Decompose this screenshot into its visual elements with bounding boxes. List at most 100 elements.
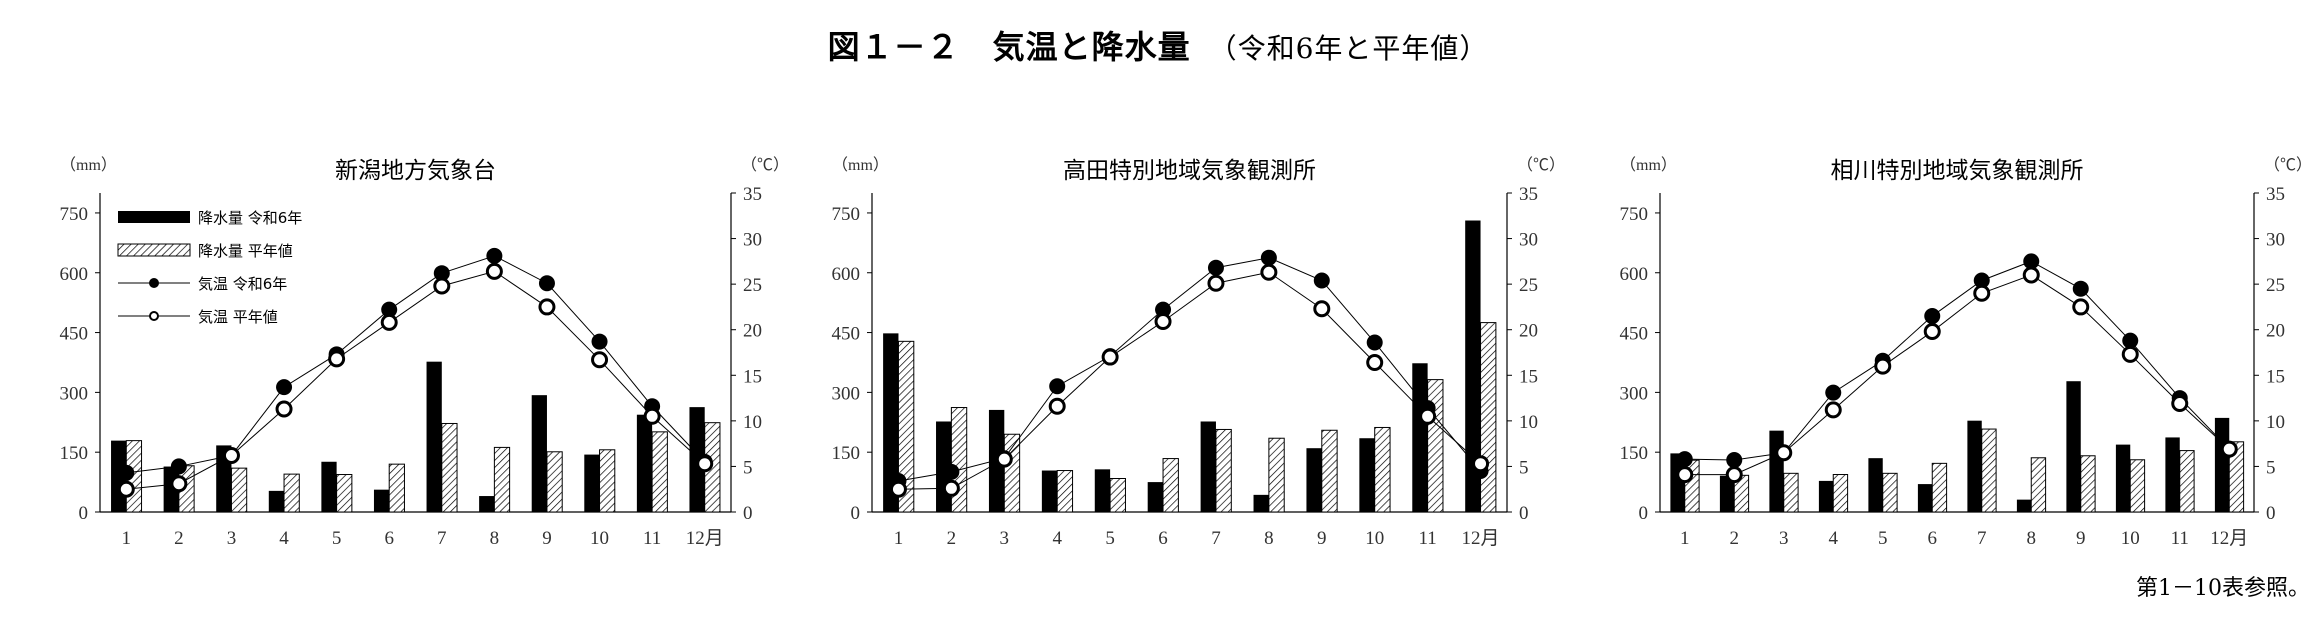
bar-precip-2024	[636, 414, 653, 512]
x-tick-label: 6	[1928, 528, 1938, 549]
bar-precip-normal	[1268, 437, 1285, 513]
x-tick-label: 3	[227, 528, 237, 549]
left-tick-label: 150	[1620, 443, 1649, 464]
right-tick-label: 30	[1519, 230, 1538, 251]
bar-precip-normal	[1832, 474, 1849, 513]
bar-precip-normal	[2080, 455, 2096, 513]
point-temp-2024	[486, 247, 503, 264]
left-axis-unit: （mm）	[832, 156, 889, 174]
bar-precip-normal	[1931, 462, 1948, 513]
x-tick-label: 6	[384, 528, 394, 549]
bar-precip-normal	[651, 431, 668, 513]
point-temp-normal	[696, 455, 714, 473]
bar-precip-normal	[2129, 459, 2146, 513]
right-tick-label: 15	[1519, 366, 1538, 387]
legend-marker-temp-normal	[149, 311, 159, 321]
bar-precip-2024	[531, 395, 547, 512]
bar-precip-normal	[546, 451, 563, 513]
line-temp-normal	[126, 270, 706, 490]
figure-title-main: 図１－２ 気温と降水量	[827, 28, 1191, 66]
x-tick-label: 12月	[1462, 528, 1500, 549]
point-temp-2024	[1155, 301, 1172, 318]
point-temp-normal	[1725, 466, 1743, 484]
bar-precip-normal	[1981, 428, 1997, 513]
bar-precip-normal	[1056, 470, 1074, 513]
point-temp-2024	[1973, 272, 1990, 289]
bar-precip-normal	[441, 422, 458, 513]
point-temp-normal	[1313, 300, 1331, 318]
bar-precip-2024	[1818, 480, 1834, 512]
bar-precip-2024	[373, 489, 390, 512]
right-tick-label: 35	[743, 184, 762, 205]
left-tick-label: 600	[832, 264, 861, 285]
point-temp-2024	[1676, 451, 1693, 468]
bar-precip-normal	[230, 467, 248, 513]
point-temp-2024	[591, 333, 608, 350]
point-temp-2024	[2122, 332, 2139, 349]
right-tick-label: 10	[743, 412, 762, 433]
point-temp-normal	[275, 400, 293, 418]
point-temp-normal	[591, 351, 609, 369]
point-temp-normal	[328, 350, 346, 368]
bar-precip-normal	[1215, 428, 1232, 513]
x-tick-label: 7	[1211, 528, 1221, 549]
x-tick-label: 3	[1779, 528, 1789, 549]
figure-title: 図１－２ 気温と降水量 （令和6年と平年値）	[0, 22, 2316, 68]
x-tick-label: 4	[1052, 528, 1062, 549]
point-temp-normal	[889, 480, 907, 498]
bar-precip-normal	[1162, 458, 1179, 513]
left-tick-label: 150	[832, 443, 861, 464]
bar-precip-2024	[1306, 448, 1322, 512]
point-temp-normal	[1472, 455, 1490, 473]
point-temp-2024	[2023, 253, 2040, 270]
left-tick-label: 0	[1639, 503, 1649, 524]
bar-precip-2024	[1917, 484, 1933, 512]
bar-precip-normal	[1109, 478, 1126, 513]
left-tick-label: 300	[832, 383, 861, 404]
chart-title: 高田特別地域気象観測所	[1063, 158, 1316, 184]
footer-note: 第1－10表参照。	[2136, 576, 2310, 601]
right-tick-label: 10	[2266, 412, 2285, 433]
point-temp-normal	[1824, 401, 1842, 419]
point-temp-2024	[433, 265, 450, 282]
x-tick-label: 2	[174, 528, 184, 549]
left-axis-unit: （mm）	[60, 156, 117, 174]
line-temp-2024	[898, 257, 1481, 482]
point-temp-normal	[1775, 444, 1793, 462]
right-tick-label: 0	[743, 503, 753, 524]
x-tick-label: 9	[1317, 528, 1327, 549]
x-tick-label: 7	[437, 528, 447, 549]
legend-marker-temp-2024	[149, 278, 159, 288]
point-temp-normal	[1366, 354, 1384, 372]
right-axis-unit: （℃）	[1517, 156, 1565, 174]
left-tick-label: 450	[832, 324, 861, 345]
point-temp-2024	[170, 458, 187, 475]
bar-precip-2024	[1094, 469, 1111, 512]
bar-precip-normal	[1783, 472, 1799, 513]
legend-label: 気温 平年値	[198, 308, 278, 326]
point-temp-2024	[1313, 272, 1330, 289]
right-tick-label: 30	[2266, 230, 2285, 251]
bar-precip-normal	[2228, 441, 2245, 513]
x-tick-label: 10	[590, 528, 609, 549]
right-tick-label: 35	[2266, 184, 2285, 205]
bar-precip-2024	[1465, 220, 1481, 513]
bar-precip-normal	[2030, 457, 2047, 513]
point-temp-normal	[1419, 407, 1437, 425]
point-temp-normal	[2072, 298, 2090, 316]
bar-precip-2024	[321, 461, 337, 512]
x-tick-label: 11	[643, 528, 661, 549]
legend-label: 降水量 令和6年	[198, 209, 302, 227]
x-tick-label: 3	[1000, 528, 1010, 549]
left-tick-label: 750	[60, 204, 89, 225]
x-tick-label: 11	[2171, 528, 2189, 549]
point-temp-normal	[538, 298, 556, 316]
bar-precip-2024	[1412, 363, 1428, 512]
point-temp-normal	[1973, 284, 1991, 302]
point-temp-normal	[1207, 274, 1225, 292]
x-tick-label: 6	[1158, 528, 1168, 549]
point-temp-normal	[1874, 357, 1892, 375]
left-tick-label: 0	[79, 503, 89, 524]
bar-precip-normal	[388, 463, 405, 513]
